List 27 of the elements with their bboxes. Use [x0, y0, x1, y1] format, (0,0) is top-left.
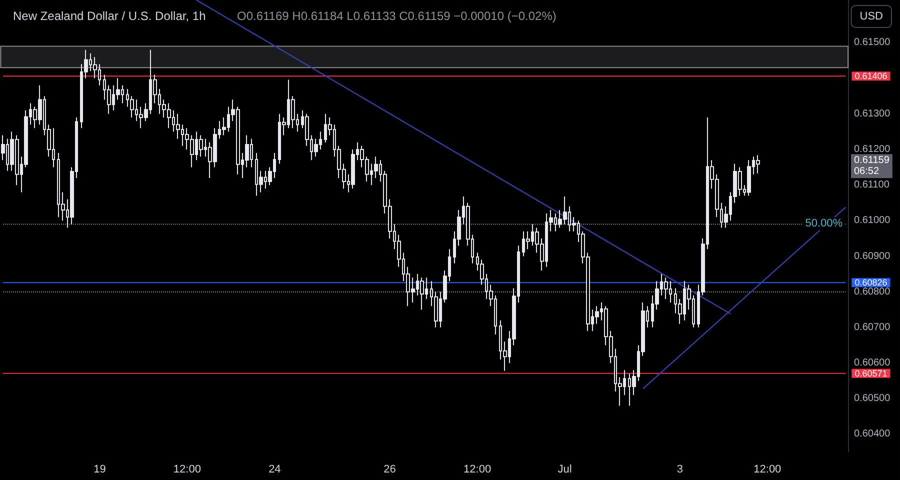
- x-tick-label: 12:00: [754, 464, 782, 476]
- y-tick-label: 0.60500: [854, 393, 891, 404]
- y-tick-label: 0.60800: [854, 286, 891, 298]
- x-tick-label: 3: [676, 464, 683, 476]
- text: 0.61159 06:52: [854, 155, 890, 178]
- x-tick-label: Jul: [558, 464, 572, 476]
- x-tick-label: 24: [268, 464, 281, 476]
- x-tick-label: 12:00: [464, 464, 492, 476]
- y-tick-label: 0.60400: [854, 428, 891, 440]
- y-tick-label: 0.61000: [854, 215, 891, 226]
- y-tick-label: 0.61100: [854, 180, 890, 191]
- ref-line-label: 0.60571: [854, 368, 888, 378]
- x-tick-label: 19: [94, 464, 106, 476]
- text: New Zealand Dollar / U.S. Dollar, 1h: [13, 9, 206, 23]
- y-tick-label: 0.60700: [854, 322, 891, 333]
- annotation: 50.00%: [805, 218, 843, 230]
- x-tick-label: 26: [384, 464, 396, 476]
- ref-line-label: 0.60826: [854, 278, 888, 288]
- text: O0.61169 H0.61184 L0.61133 C0.61159 −0.00010 (−0.02%): [237, 9, 556, 23]
- ref-line-label: 0.61406: [854, 71, 888, 82]
- y-tick-label: 0.60900: [854, 250, 891, 262]
- x-tick-label: 12:00: [173, 464, 201, 476]
- text: USD: [860, 10, 884, 22]
- y-tick-label: 0.61200: [854, 144, 891, 155]
- y-tick-label: 0.61500: [854, 37, 891, 48]
- y-tick-label: 0.60600: [854, 358, 891, 369]
- y-tick-label: 0.61300: [854, 108, 891, 120]
